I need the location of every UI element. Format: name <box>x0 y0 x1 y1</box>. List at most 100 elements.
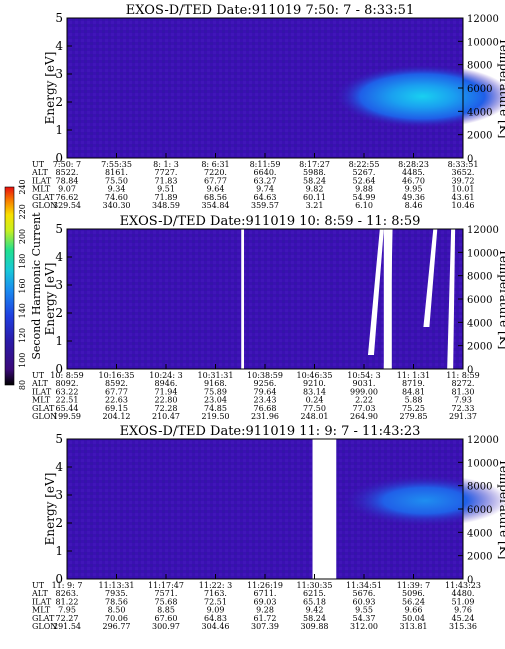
table-cell: 23.43 <box>254 396 277 405</box>
table-cell: 22.51 <box>56 396 79 405</box>
y-right-tick-label: 2000 <box>467 131 492 142</box>
y-right-tick-label: 0 <box>467 154 473 165</box>
colorbar-tick-label: 240 <box>18 179 27 194</box>
table-cell: 11: 1:31 <box>397 371 430 380</box>
colorbar: 80 100 120 140 160 180 200 220 240 Second Harmoni… <box>4 179 43 390</box>
y-right-tick-label: 12000 <box>467 14 499 25</box>
table-cell: 8: 1: 3 <box>153 160 179 169</box>
table-cell: 9.42 <box>306 606 324 615</box>
table-cell: 75.50 <box>105 176 128 185</box>
table-cell: 8:11:59 <box>250 160 281 169</box>
table-cell: 46.70 <box>402 176 425 185</box>
table-cell: 83.14 <box>303 387 326 396</box>
table-cell: 210.47 <box>152 412 180 421</box>
row-label: ILAT <box>32 176 52 185</box>
row-label: UT <box>32 160 45 169</box>
table-cell: 69.15 <box>105 404 128 413</box>
table-cell: 4480. <box>452 589 475 598</box>
table-cell: 8.46 <box>405 201 423 210</box>
table-cell: 65.18 <box>303 597 326 606</box>
table-cell: 81.22 <box>56 597 79 606</box>
colorbar-tick-label: 180 <box>18 254 27 269</box>
table-cell: 10:16:35 <box>99 371 135 380</box>
table-cell: 8522. <box>56 168 79 177</box>
y-right-tick-label: 0 <box>467 365 473 376</box>
y-right-tick-label: 2000 <box>467 342 492 353</box>
table-cell: 291.54 <box>53 622 81 631</box>
table-cell: 78.56 <box>105 597 128 606</box>
table-cell: 7727. <box>155 168 178 177</box>
y-axis-label: Energy [eV] <box>43 473 57 546</box>
table-cell: 9.51 <box>157 185 175 194</box>
table-cell: 9.34 <box>108 185 126 194</box>
y-right-axis-label: Temperature [K] <box>497 459 505 560</box>
table-cell: 60.93 <box>353 597 376 606</box>
table-cell: 71.94 <box>155 387 178 396</box>
table-cell: 67.60 <box>155 614 178 623</box>
table-cell: 7.93 <box>454 396 472 405</box>
table-cell: 39.72 <box>452 176 475 185</box>
panel-title: EXOS-D/TED Date:911019 11: 9: 7 - 11:43:… <box>120 424 421 439</box>
table-cell: 9.88 <box>355 185 373 194</box>
table-cell: 6711. <box>254 589 277 598</box>
y-right-tick-label: 4000 <box>467 318 492 329</box>
table-cell: 69.03 <box>254 597 277 606</box>
table-cell: 6215. <box>303 589 326 598</box>
colorbar-tick-label: 80 <box>18 380 27 390</box>
table-cell: 8592. <box>105 379 128 388</box>
y-right-tick-label: 8000 <box>467 482 492 493</box>
row-label: ALT <box>31 589 48 598</box>
table-cell: 8272. <box>452 379 475 388</box>
panel-title: EXOS-D/TED Date:911019 7:50: 7 - 8:33:51 <box>126 3 414 18</box>
table-cell: 4485. <box>402 168 425 177</box>
colorbar-tick-label: 160 <box>18 278 27 293</box>
y-right-tick-label: 6000 <box>467 84 492 95</box>
table-cell: 8263. <box>56 589 79 598</box>
table-cell: 8161. <box>105 168 128 177</box>
table-cell: 75.68 <box>155 597 178 606</box>
table-cell: 8946. <box>155 379 178 388</box>
table-cell: 8: 6:31 <box>201 160 229 169</box>
row-label: GLON <box>32 412 57 421</box>
table-cell: 9256. <box>254 379 277 388</box>
table-cell: 10:31:31 <box>198 371 234 380</box>
table-cell: 70.06 <box>105 614 128 623</box>
table-cell: 354.84 <box>202 201 230 210</box>
table-cell: 72.51 <box>204 597 227 606</box>
table-cell: 9031. <box>353 379 376 388</box>
table-cell: 10:54: 3 <box>347 371 380 380</box>
y-right-tick-label: 12000 <box>467 225 499 236</box>
colorbar-tick-label: 220 <box>18 204 27 219</box>
table-cell: 10:38:59 <box>247 371 283 380</box>
row-label: UT <box>32 371 45 380</box>
table-cell: 72.33 <box>452 404 475 413</box>
y-right-tick-label: 10000 <box>467 458 499 469</box>
table-cell: 45.24 <box>452 614 475 623</box>
data-gap <box>367 229 384 355</box>
table-cell: 313.81 <box>400 622 428 631</box>
table-cell: 8:33:51 <box>448 160 479 169</box>
table-cell: 5676. <box>353 589 376 598</box>
data-gap <box>312 439 337 579</box>
colorbar-tick-label: 140 <box>18 303 27 318</box>
table-cell: 60.11 <box>303 193 326 202</box>
table-cell: 7.95 <box>58 606 76 615</box>
y-right-tick-label: 12000 <box>467 435 499 446</box>
thermal-band <box>333 64 505 129</box>
y-right-tick-label: 10000 <box>467 37 499 48</box>
table-cell: 54.37 <box>353 614 376 623</box>
y-tick-label: 4 <box>55 460 63 474</box>
table-cell: 9210. <box>303 379 326 388</box>
table-cell: 248.01 <box>301 412 329 421</box>
table-cell: 63.22 <box>56 387 79 396</box>
data-gap <box>423 229 438 327</box>
row-label: ALT <box>31 168 48 177</box>
y-right-axis-label: Temperature [K] <box>497 249 505 350</box>
table-cell: 65.44 <box>56 404 79 413</box>
table-cell: 199.59 <box>53 412 81 421</box>
table-cell: 999.00 <box>350 387 378 396</box>
table-cell: 77.50 <box>303 404 326 413</box>
table-cell: 64.63 <box>254 193 277 202</box>
colorbar-scale <box>4 186 15 386</box>
table-cell: 329.54 <box>53 201 81 210</box>
